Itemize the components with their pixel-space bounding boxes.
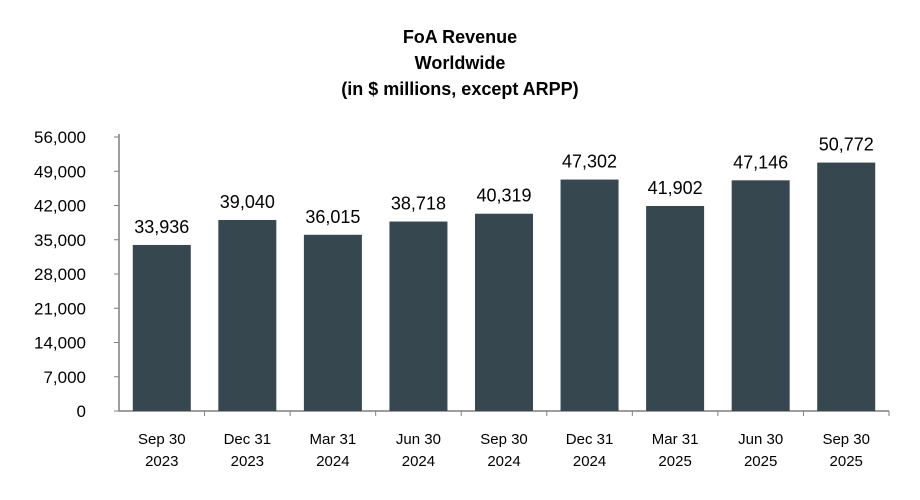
x-tick-label: Mar 31: [310, 431, 357, 448]
chart-title-line-1: FoA Revenue: [402, 27, 518, 47]
x-tick-label: Dec 31: [224, 431, 272, 448]
category-labels: Sep 30 2023 Dec 31 2023 Mar 31 2024 Jun 30 2024…: [138, 431, 870, 470]
x-tick-label: 2025: [830, 453, 863, 470]
bar: [646, 205, 705, 411]
bar: [475, 213, 533, 411]
x-tick-label: 2025: [744, 453, 777, 470]
y-tick-label: 49,000: [34, 162, 86, 181]
x-tick-label: Mar 31: [652, 431, 699, 448]
y-tick-label: 14,000: [34, 334, 86, 353]
bar: [132, 244, 191, 411]
x-axis: [119, 410, 890, 416]
bar: [817, 162, 876, 411]
data-label: 47,146: [733, 152, 788, 172]
y-tick-label: 35,000: [34, 231, 86, 250]
x-tick-label: 2024: [402, 453, 435, 470]
y-tick-label: 21,000: [34, 299, 86, 318]
data-label: 41,902: [648, 178, 703, 198]
bar: [560, 179, 619, 411]
x-tick-label: Jun 30: [738, 431, 783, 448]
data-label: 50,772: [819, 135, 874, 155]
x-tick-label: 2025: [658, 453, 691, 470]
y-tick-label: 7,000: [43, 368, 86, 387]
x-tick-label: 2024: [573, 453, 606, 470]
chart-title-line-3: (in $ millions, except ARPP): [341, 79, 579, 99]
data-label: 40,319: [476, 186, 531, 206]
y-tick-label: 28,000: [34, 265, 86, 284]
bar: [303, 234, 362, 411]
x-tick-label: 2023: [231, 453, 264, 470]
data-labels: 33,936 39,040 36,015 38,718 40,319 47,302 41,9…: [134, 135, 874, 237]
x-tick-label: Sep 30: [822, 431, 870, 448]
bar: [218, 219, 277, 411]
x-tick-label: Dec 31: [566, 431, 614, 448]
y-tick-label: 42,000: [34, 197, 86, 216]
bar: [731, 180, 790, 411]
x-tick-label: 2023: [145, 453, 178, 470]
bars: [132, 162, 876, 411]
data-label: 33,936: [134, 217, 189, 237]
data-label: 38,718: [391, 194, 446, 214]
data-label: 47,302: [562, 152, 617, 172]
data-label: 39,040: [220, 192, 275, 212]
x-tick-label: Sep 30: [480, 431, 528, 448]
y-tick-label: 56,000: [34, 128, 86, 147]
x-tick-label: 2024: [487, 453, 520, 470]
data-label: 36,015: [305, 207, 360, 227]
bar: [389, 221, 448, 411]
y-tick-label: 0: [77, 402, 86, 421]
x-tick-label: Jun 30: [396, 431, 441, 448]
x-tick-label: 2024: [316, 453, 349, 470]
y-axis: 0 7,000 14,000 21,000 28,000 35,000 42,000 49,0…: [34, 128, 120, 421]
chart-title-line-2: Worldwide: [414, 53, 506, 73]
x-tick-label: Sep 30: [138, 431, 186, 448]
